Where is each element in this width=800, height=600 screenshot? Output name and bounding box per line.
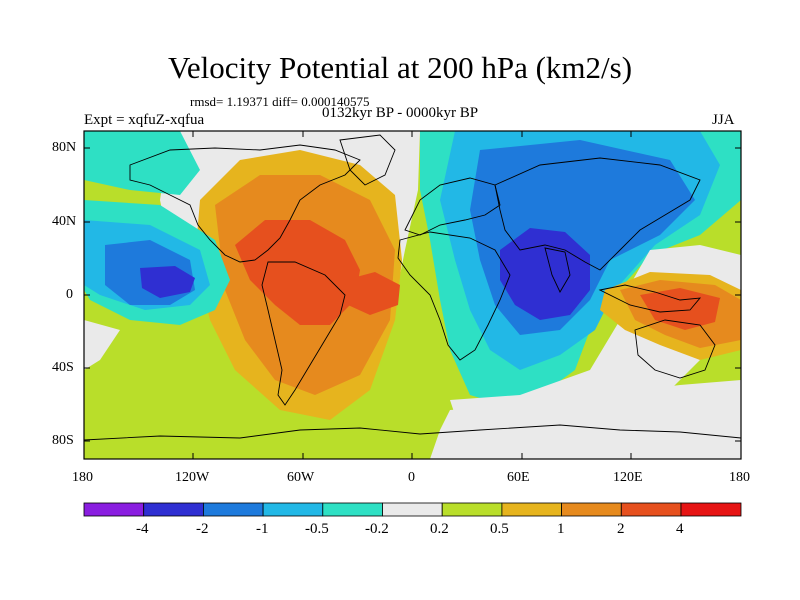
colorbar-swatch-4: [262, 502, 324, 517]
xtick-label-180-west: 180: [72, 470, 93, 485]
negative-region-north-pacific: [84, 131, 200, 195]
colorbar-label-5: -0.2: [365, 521, 389, 537]
xtick-label-60E: 60E: [507, 470, 530, 485]
xtick-label-0: 0: [408, 470, 415, 485]
xtick-label-120W: 120W: [175, 470, 210, 485]
colorbar-label-7: 0.5: [490, 521, 509, 537]
ytick-label-80S: 80S: [52, 433, 74, 448]
ytick-label-40S: 40S: [52, 360, 74, 375]
plot-title: Velocity Potential at 200 hPa (km2/s): [167, 50, 633, 85]
coast-africa: [397, 231, 511, 361]
xtick-label-60W: 60W: [287, 470, 315, 485]
coast-maritime-continent: [598, 284, 702, 313]
contour-field: [84, 131, 741, 459]
colorbar-swatch-3: [202, 502, 264, 517]
colorbar-swatch-2: [143, 502, 204, 517]
ytick-label-40N: 40N: [52, 214, 77, 229]
coast-india: [544, 247, 571, 293]
colorbar-swatch-7: [441, 502, 503, 517]
period-label: 0132kyr BP - 0000kyr BP: [322, 105, 479, 121]
colorbar-swatch-11: [680, 502, 742, 517]
colorbar-swatch-1: [83, 502, 145, 517]
coast-europe: [404, 177, 501, 236]
positive-region-atlantic-core: [345, 272, 400, 315]
near-zero-region-south: [430, 380, 741, 459]
coastlines: [84, 134, 741, 441]
colorbar-swatch-5: [322, 502, 383, 517]
near-zero-region-south-west: [84, 320, 120, 370]
colorbar-swatch-10: [620, 502, 682, 517]
colorbar-label-4: -0.5: [305, 521, 329, 537]
coast-australia: [634, 319, 716, 379]
ytick-label-80N: 80N: [52, 140, 77, 155]
negative-region-pacific-core: [140, 266, 195, 298]
colorbar-swatch-9: [561, 502, 622, 517]
colorbar-swatch-8: [501, 502, 562, 517]
colorbar-label-8: 1: [557, 521, 565, 537]
ytick-label-0: 0: [66, 287, 73, 302]
season-label: JJA: [712, 112, 735, 128]
colorbar: [83, 502, 742, 517]
experiment-label: Expt = xqfuZ-xqfua: [84, 112, 205, 128]
colorbar-label-6: 0.2: [430, 521, 449, 537]
coast-south-america: [261, 261, 346, 406]
colorbar-label-9: 2: [617, 521, 625, 537]
coast-greenland: [339, 134, 396, 186]
positive-region-americas-core: [235, 220, 360, 325]
stats-line: rmsd= 1.19371 diff= 0.000140575: [190, 94, 370, 109]
coast-asia: [494, 157, 701, 271]
xtick-label-120E: 120E: [613, 470, 643, 485]
tick-marks: [84, 131, 741, 459]
colorbar-label-1: -4: [136, 521, 149, 537]
colorbar-label-3: -1: [256, 521, 269, 537]
colorbar-label-10: 4: [676, 521, 684, 537]
coast-antarctica: [84, 424, 741, 441]
coast-north-america: [129, 144, 361, 263]
colorbar-swatch-6: [382, 502, 443, 517]
xtick-label-180-east: 180: [729, 470, 750, 485]
colorbar-label-2: -2: [196, 521, 209, 537]
